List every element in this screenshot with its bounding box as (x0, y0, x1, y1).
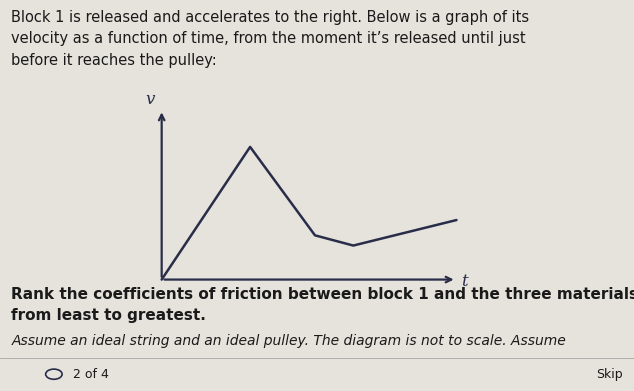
Text: Skip: Skip (596, 368, 623, 381)
Text: 2 of 4: 2 of 4 (73, 368, 109, 381)
Text: v: v (146, 91, 155, 108)
Text: Block 1 is released and accelerates to the right. Below is a graph of its
veloci: Block 1 is released and accelerates to t… (11, 10, 529, 68)
Text: Assume an ideal string and an ideal pulley. The diagram is not to scale. Assume: Assume an ideal string and an ideal pull… (11, 334, 566, 348)
Text: t: t (462, 273, 468, 291)
Text: Rank the coefficients of friction between block 1 and the three materials
from l: Rank the coefficients of friction betwee… (11, 287, 634, 323)
